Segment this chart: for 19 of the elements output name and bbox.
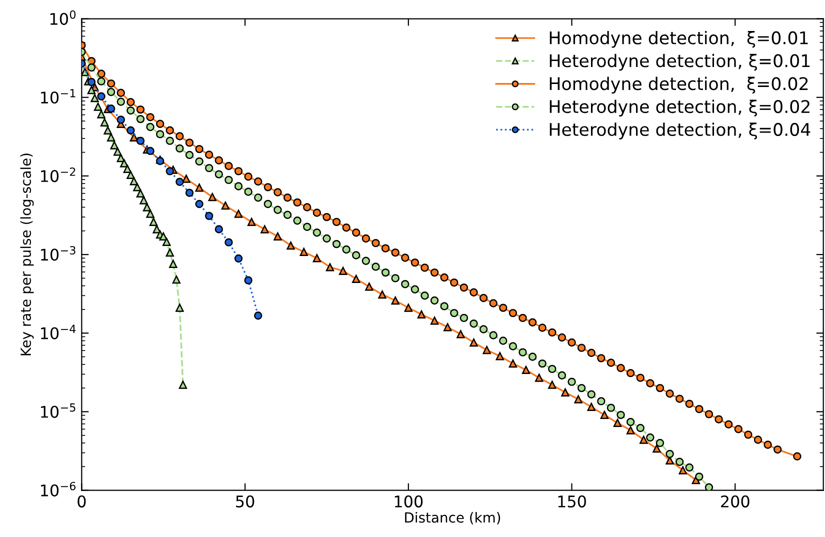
legend-label: Homodyne detection, ξ=0.01 bbox=[550, 30, 808, 48]
legend-label: Heterodyne detection, ξ=0.02 bbox=[550, 100, 810, 117]
x-tick-label: 200 bbox=[721, 495, 750, 508]
legend-label: Homodyne detection, ξ=0.02 bbox=[550, 76, 808, 94]
x-tick-label: 100 bbox=[394, 495, 423, 508]
y-tick-label: 10$^{−1}$ bbox=[41, 89, 76, 104]
y-tick-label: 10$^{−4}$ bbox=[41, 324, 76, 340]
x-tick-label: 50 bbox=[236, 495, 254, 508]
x-tick-label: 150 bbox=[558, 495, 586, 508]
y-tick-label: 10$^{−5}$ bbox=[41, 403, 76, 418]
y-tick-label: 10$^{−3}$ bbox=[41, 246, 76, 261]
y-axis-title: Key rate per pulse (log-scale) bbox=[20, 154, 34, 356]
legend-label: Heterodyne detection, ξ=0.04 bbox=[550, 122, 810, 140]
legend-label: Heterodyne detection, ξ=0.01 bbox=[550, 54, 810, 71]
x-tick-label: 0 bbox=[78, 495, 86, 508]
y-tick-label: 10$^{−6}$ bbox=[41, 482, 76, 496]
x-axis-title: Distance (km) bbox=[405, 512, 500, 524]
y-tick-label: 10$^{−2}$ bbox=[41, 167, 76, 182]
y-tick-label: 10$^{0}$ bbox=[50, 10, 76, 25]
